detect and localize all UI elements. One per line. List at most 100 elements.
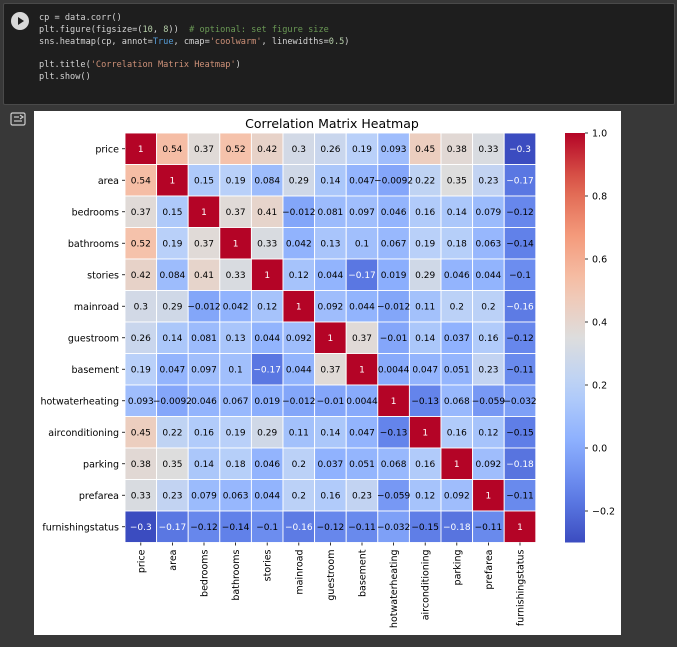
heatmap-cell	[156, 321, 189, 354]
cell-annotation: 0.16	[415, 460, 435, 470]
heatmap-cell	[187, 479, 221, 512]
cell-annotation: 0.14	[447, 208, 467, 218]
cell-annotation: 0.14	[194, 460, 214, 470]
cell-annotation: 0.12	[289, 271, 309, 281]
y-tick-label: basement	[72, 365, 120, 376]
heatmap-cell	[377, 195, 410, 228]
cell-annotation: 1	[264, 271, 270, 281]
cell-annotation: 0.037	[318, 460, 344, 470]
heatmap-cell	[187, 258, 221, 291]
cell-annotation: 0.11	[415, 302, 435, 312]
cell-annotation: 0.22	[162, 428, 182, 438]
x-tick-label: parking	[452, 550, 463, 586]
heatmap-cell	[219, 164, 252, 197]
cell-annotation: 0.45	[131, 428, 151, 438]
heatmap-cell	[250, 195, 284, 228]
cell-annotation: 0.52	[226, 145, 246, 155]
heatmap-cell	[503, 290, 537, 323]
cell-annotation: −0.17	[348, 271, 376, 281]
code-line: sns.heatmap(cp, annot=True, cmap='coolwa…	[39, 36, 350, 47]
heatmap-cell	[124, 164, 158, 197]
heatmap-cell	[124, 195, 158, 228]
heatmap-cell	[156, 227, 189, 260]
heatmap-cell	[408, 321, 442, 354]
cell-annotation: −0.17	[506, 176, 534, 186]
heatmap-cell	[440, 353, 474, 386]
heatmap-cell	[187, 447, 221, 480]
colorbar-tick-label: 0.4	[592, 318, 607, 329]
cell-annotation: −0.12	[506, 334, 534, 344]
cell-annotation: −0.3	[509, 145, 531, 155]
cell-annotation: 0.0044	[378, 365, 410, 375]
cell-annotation: 0.044	[254, 334, 280, 344]
cell-annotation: 0.33	[226, 271, 246, 281]
cell-annotation: 0.37	[131, 208, 151, 218]
heatmap-cell	[250, 258, 284, 291]
heatmap-cell	[187, 510, 221, 543]
cell-annotation: 0.3	[292, 145, 306, 155]
cell-annotation: 0.051	[349, 460, 375, 470]
cell-annotation: −0.11	[506, 365, 534, 375]
cell-annotation: 0.2	[450, 302, 464, 312]
heatmap-cell	[377, 164, 410, 197]
cell-annotation: 0.093	[381, 145, 407, 155]
code-editor[interactable]: cp = data.corr() plt.figure(figsize=(10, …	[39, 13, 349, 84]
cell-annotation: 0.047	[349, 176, 375, 186]
y-tick-label: bedrooms	[72, 207, 119, 218]
y-tick-label: price	[95, 144, 119, 155]
y-tick-label: bathrooms	[68, 239, 119, 250]
colorbar	[565, 133, 585, 543]
cell-annotation: 0.23	[162, 491, 182, 501]
cell-annotation: 1	[233, 239, 239, 249]
cell-annotation: 0.2	[292, 460, 306, 470]
y-tick-label: furnishingstatus	[42, 522, 119, 533]
cell-annotation: 1	[486, 491, 492, 501]
heatmap-cell	[250, 416, 284, 449]
cell-annotation: 0.15	[162, 208, 182, 218]
output-toggle-icon[interactable]	[10, 112, 26, 126]
cell-annotation: 0.044	[349, 302, 375, 312]
heatmap-cell	[440, 479, 474, 512]
cell-annotation: 0.068	[444, 397, 470, 407]
cell-annotation: 0.12	[478, 428, 498, 438]
cell-annotation: 0.046	[381, 208, 407, 218]
cell-annotation: 1	[422, 428, 428, 438]
heatmap-cell	[282, 132, 316, 165]
heatmap-cell	[156, 290, 189, 323]
cell-annotation: −0.18	[443, 523, 471, 533]
y-tick-label: area	[98, 176, 119, 187]
play-icon[interactable]	[11, 12, 29, 30]
cell-annotation: 0.38	[447, 145, 467, 155]
cell-annotation: 0.092	[286, 334, 312, 344]
cell-annotation: −0.3	[130, 523, 152, 533]
heatmap-cell	[282, 447, 316, 480]
cell-annotation: 0.1	[228, 365, 242, 375]
cell-annotation: −0.0092	[153, 397, 192, 407]
cell-annotation: −0.032	[503, 397, 536, 407]
heatmap-cell	[219, 321, 252, 354]
heatmap-cell	[124, 510, 158, 543]
heatmap-cell	[345, 321, 379, 354]
cell-annotation: 1	[296, 302, 302, 312]
cell-annotation: −0.11	[506, 491, 534, 501]
cell-annotation: 0.29	[415, 271, 435, 281]
heatmap-cell	[282, 353, 316, 386]
cell-annotation: 0.051	[444, 365, 470, 375]
cell-annotation: 1	[201, 208, 207, 218]
x-tick-label: airconditioning	[421, 550, 432, 621]
cell-annotation: 0.54	[131, 176, 151, 186]
heatmap-cell	[187, 290, 221, 323]
heatmap-cell	[440, 258, 474, 291]
code-line: plt.title('Correlation Matrix Heatmap')	[39, 60, 241, 71]
heatmap-cell	[472, 447, 505, 480]
heatmap-cell	[314, 258, 347, 291]
heatmap-cell	[156, 416, 189, 449]
cell-annotation: −0.012	[187, 302, 220, 312]
cell-annotation: 0.41	[257, 208, 277, 218]
cell-annotation: 0.097	[349, 208, 375, 218]
cell-annotation: 0.068	[381, 460, 407, 470]
code-cell[interactable]: cp = data.corr() plt.figure(figsize=(10, …	[3, 3, 675, 105]
cell-annotation: 0.044	[286, 365, 312, 375]
cell-annotation: −0.16	[285, 523, 313, 533]
cell-annotation: −0.11	[475, 523, 503, 533]
